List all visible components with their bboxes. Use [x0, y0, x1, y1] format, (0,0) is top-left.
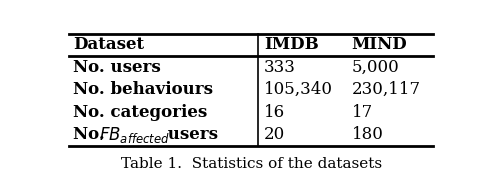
Text: Dataset: Dataset [74, 36, 145, 53]
Text: No.: No. [74, 126, 111, 143]
Text: $FB_{affected}$: $FB_{affected}$ [99, 125, 170, 145]
Text: 230,117: 230,117 [352, 81, 421, 98]
Text: 16: 16 [264, 104, 285, 121]
Text: users: users [162, 126, 218, 143]
Text: MIND: MIND [352, 36, 407, 53]
Text: IMDB: IMDB [264, 36, 319, 53]
Text: No. categories: No. categories [74, 104, 208, 121]
Text: Table 1.  Statistics of the datasets: Table 1. Statistics of the datasets [121, 157, 382, 171]
Text: 105,340: 105,340 [264, 81, 333, 98]
Text: No. users: No. users [74, 59, 161, 76]
Text: No. behaviours: No. behaviours [74, 81, 214, 98]
Text: 20: 20 [264, 126, 285, 143]
Text: 180: 180 [352, 126, 384, 143]
Text: 17: 17 [352, 104, 373, 121]
Text: 5,000: 5,000 [352, 59, 399, 76]
Text: 333: 333 [264, 59, 296, 76]
